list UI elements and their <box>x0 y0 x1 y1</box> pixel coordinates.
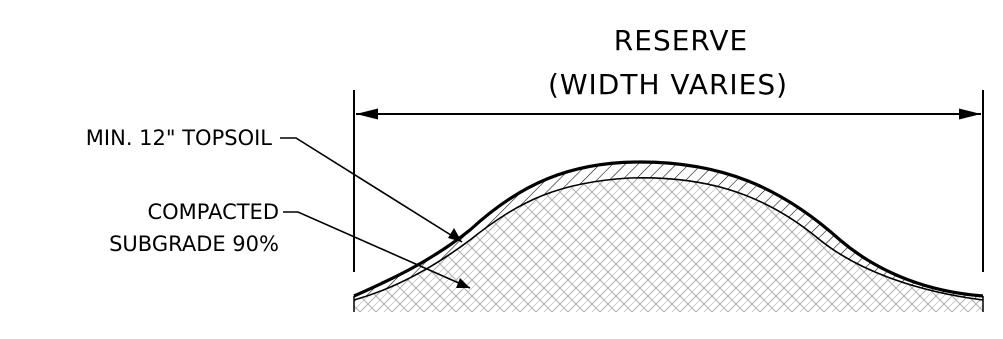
topsoil-leader-line <box>280 137 463 243</box>
subgrade-interface-line <box>353 177 984 301</box>
topsoil-callout-label: MIN. 12" TOPSOIL <box>86 126 273 150</box>
subgrade-leader-line <box>283 211 471 289</box>
topsoil-layer <box>354 162 983 300</box>
finished-grade-line <box>353 160 984 298</box>
subgrade-callout-label-line-1: COMPACTED <box>147 200 279 224</box>
title-line-1: RESERVE <box>614 24 748 57</box>
subgrade-callout-label-line-2: SUBGRADE 90% <box>109 232 279 256</box>
title-line-2: (WIDTH VARIES) <box>548 68 788 101</box>
subgrade-leader-arrowhead <box>456 278 470 288</box>
topsoil-leader-arrowhead <box>448 228 462 242</box>
